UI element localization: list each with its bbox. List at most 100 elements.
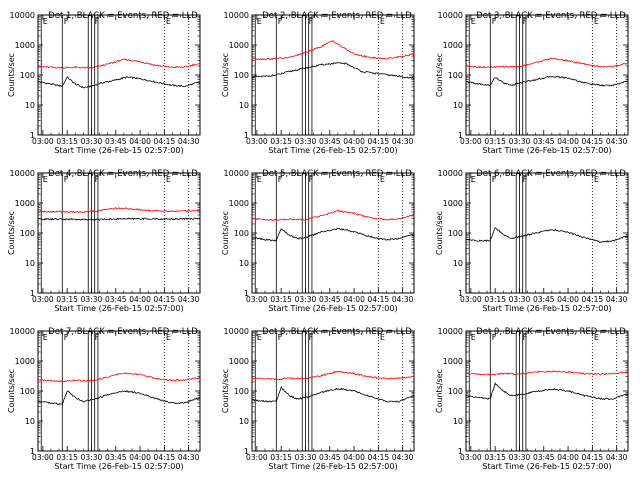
- time-marker-letter: E: [594, 175, 599, 184]
- chart-title: Det 5, BLACK = Events, RED = LLD: [262, 169, 412, 179]
- series-line-events: [465, 382, 629, 401]
- y-tick-label: 100: [234, 229, 249, 238]
- time-marker-letter: F: [309, 17, 314, 26]
- y-tick-label: 1: [244, 447, 249, 456]
- x-tick-label: 04:15: [154, 295, 176, 304]
- x-tick-label: 04:30: [178, 295, 200, 304]
- series-line-lld: [37, 372, 201, 383]
- x-tick-label: 03:45: [105, 295, 127, 304]
- x-tick-label: 04:30: [606, 295, 628, 304]
- time-marker-letter: F: [492, 333, 497, 342]
- y-tick-label: 1: [458, 131, 463, 140]
- time-marker-letter: F: [523, 17, 528, 26]
- x-axis-label: Start Time (26-Feb-15 02:57:00): [54, 462, 183, 471]
- chart-panel-2: Det 2, BLACK = Events, RED = LLD 1 10 100 10…: [221, 11, 415, 155]
- chart-panel-1: Det 1, BLACK = Events, RED = LLD 1 10 100 10…: [7, 11, 201, 155]
- x-axis-label: Start Time (26-Feb-15 02:57:00): [482, 304, 611, 313]
- x-tick-label: 03:45: [319, 137, 341, 146]
- x-axis-label: Start Time (26-Feb-15 02:57:00): [54, 146, 183, 155]
- time-marker-letter: F: [309, 175, 314, 184]
- x-tick-label: 03:45: [105, 453, 127, 462]
- x-tick-label: 03:45: [319, 295, 341, 304]
- x-tick-label: 04:00: [129, 137, 151, 146]
- time-marker-letter: E: [471, 175, 476, 184]
- x-tick-label: 04:30: [178, 137, 200, 146]
- x-tick-label: 03:15: [270, 295, 292, 304]
- y-tick-label: 10: [239, 101, 249, 110]
- y-tick-label: 10000: [438, 169, 463, 178]
- series-line-events: [37, 217, 200, 221]
- time-marker-letter: E: [594, 333, 599, 342]
- y-tick-label: 1: [30, 447, 35, 456]
- x-tick-label: 03:30: [509, 295, 531, 304]
- y-tick-label: 10: [453, 259, 463, 268]
- x-tick-label: 03:30: [81, 137, 103, 146]
- chart-title: Det 1, BLACK = Events, RED = LLD: [48, 11, 198, 21]
- x-tick-label: 04:15: [368, 137, 390, 146]
- y-tick-label: 100: [20, 229, 35, 238]
- chart-panel-6: Det 6, BLACK = Events, RED = LLD 1 10 100 10…: [435, 169, 629, 313]
- x-tick-label: 04:00: [557, 295, 579, 304]
- x-tick-label: 03:00: [32, 295, 54, 304]
- x-tick-label: 03:30: [81, 295, 103, 304]
- time-marker-letter: E: [594, 17, 599, 26]
- y-tick-label: 100: [20, 387, 35, 396]
- x-tick-label: 03:15: [56, 137, 78, 146]
- time-marker-letter: F: [492, 17, 497, 26]
- time-marker-letter: E: [166, 333, 171, 342]
- time-marker-letter: F: [95, 17, 100, 26]
- y-tick-label: 1: [30, 131, 35, 140]
- y-tick-label: 10000: [224, 327, 249, 336]
- time-marker-letter: E: [380, 175, 385, 184]
- x-tick-label: 03:15: [270, 137, 292, 146]
- x-tick-label: 03:00: [460, 453, 482, 462]
- time-marker-letter: F: [492, 175, 497, 184]
- y-tick-label: 1: [244, 131, 249, 140]
- y-tick-label: 10000: [224, 11, 249, 20]
- y-axis-label: Counts/sec: [221, 211, 230, 255]
- y-axis-label: Counts/sec: [7, 211, 16, 255]
- series-line-events: [251, 62, 415, 79]
- x-axis-label: Start Time (26-Feb-15 02:57:00): [268, 462, 397, 471]
- time-marker-letter: E: [166, 17, 171, 26]
- time-marker-letter: F: [64, 175, 69, 184]
- time-marker-letter: E: [380, 333, 385, 342]
- y-tick-label: 10000: [10, 327, 35, 336]
- time-marker-letter: E: [257, 17, 262, 26]
- chart-panel-9: Det 9, BLACK = Events, RED = LLD 1 10 100 10…: [435, 327, 629, 471]
- time-marker-letter: E: [257, 333, 262, 342]
- y-tick-label: 100: [448, 229, 463, 238]
- time-marker-letter: E: [43, 333, 48, 342]
- x-tick-label: 03:30: [295, 453, 317, 462]
- series-line-lld: [466, 370, 629, 376]
- y-tick-label: 100: [234, 387, 249, 396]
- y-tick-label: 1000: [229, 199, 249, 208]
- y-tick-label: 10: [239, 259, 249, 268]
- y-tick-label: 10000: [224, 169, 249, 178]
- x-tick-label: 03:00: [246, 453, 268, 462]
- x-tick-label: 04:15: [582, 453, 604, 462]
- time-marker-letter: F: [278, 17, 283, 26]
- y-tick-label: 1000: [15, 199, 35, 208]
- y-tick-label: 1: [30, 289, 35, 298]
- series-line-events: [37, 76, 201, 89]
- chart-title: Det 6, BLACK = Events, RED = LLD: [476, 169, 626, 179]
- time-marker-letter: E: [166, 175, 171, 184]
- y-tick-label: 1000: [15, 357, 35, 366]
- y-tick-label: 10: [453, 417, 463, 426]
- time-marker-letter: E: [43, 175, 48, 184]
- y-tick-label: 10: [453, 101, 463, 110]
- y-axis-label: Counts/sec: [435, 53, 444, 97]
- x-tick-label: 03:45: [105, 137, 127, 146]
- chart-panel-8: Det 8, BLACK = Events, RED = LLD 1 10 100 10…: [221, 327, 415, 471]
- x-tick-label: 03:00: [32, 453, 54, 462]
- x-tick-label: 04:00: [129, 295, 151, 304]
- time-marker-letter: E: [380, 17, 385, 26]
- time-marker-letter: F: [523, 333, 528, 342]
- y-tick-label: 10: [25, 259, 35, 268]
- time-marker-letter: E: [257, 175, 262, 184]
- y-axis-label: Counts/sec: [7, 53, 16, 97]
- y-tick-label: 1000: [443, 199, 463, 208]
- time-marker-letter: F: [64, 333, 69, 342]
